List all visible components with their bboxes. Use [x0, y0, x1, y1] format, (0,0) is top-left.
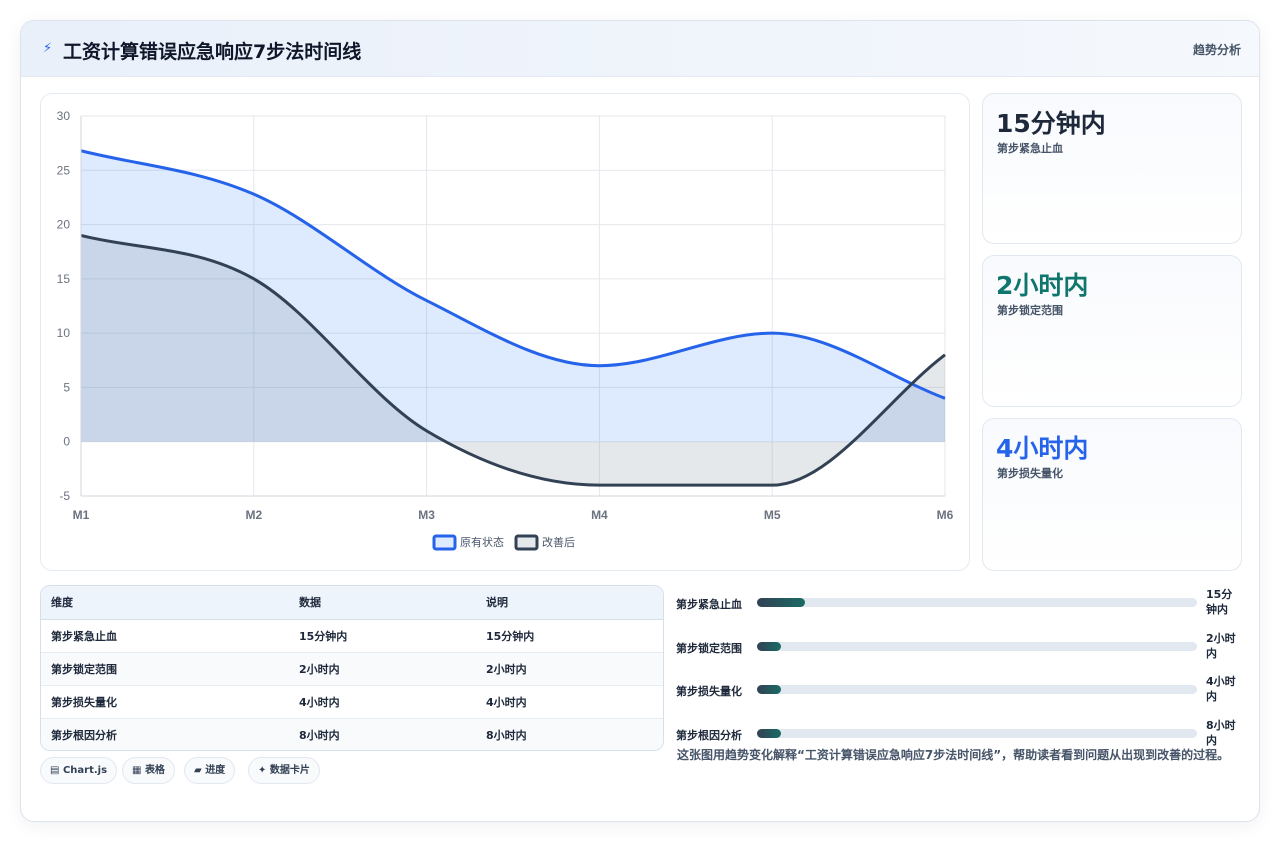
stat-label: 第步锁定范围 [997, 304, 1063, 317]
table-cell: 第步紧急止血 [41, 619, 289, 653]
stat-card-3: 4小时内 第步损失量化 [982, 418, 1242, 571]
progress-label: 第步锁定范围 [676, 642, 742, 655]
progress-value: 8小时内 [1206, 719, 1236, 747]
series-area-2 [81, 235, 945, 486]
stat-card-1: 15分钟内 第步紧急止血 [982, 93, 1242, 244]
progress-fill [757, 642, 782, 651]
table-cell: 4小时内 [289, 685, 476, 719]
pill-cards: ✦ 数据卡片 [248, 757, 320, 784]
pill-chartjs: ▤ Chart.js [40, 757, 118, 784]
legend-swatch-1 [432, 534, 457, 551]
page-title: 工资计算错误应急响应7步法时间线 [63, 41, 362, 63]
stat-card-2: 2小时内 第步锁定范围 [982, 255, 1242, 407]
table-cell: 2小时内 [476, 652, 663, 686]
area-chart: 30 25 20 15 10 5 0 -5M1 M2 M3 M4 M5 M6 原有状态 改善后 [57, 109, 954, 551]
legend-label-2: 改善后 [542, 535, 575, 549]
table-cell: 15分钟内 [476, 619, 663, 653]
header-tag: 趋势分析 [1192, 43, 1241, 57]
x-tick-label: M3 [418, 508, 435, 522]
progress-track [757, 729, 1197, 738]
table-cell: 2小时内 [289, 652, 476, 686]
table-row: 第步锁定范围 2小时内 2小时内 [41, 652, 663, 686]
x-tick-label: M6 [937, 508, 954, 522]
progress-track [757, 685, 1197, 694]
progress-row: 第步根因分析 8小时内 [676, 717, 1246, 751]
progress-fill [757, 729, 782, 738]
pill-label: 数据卡片 [269, 765, 310, 776]
table-row: 第步紧急止血 15分钟内 15分钟内 [41, 619, 663, 653]
table-header-row: 维度 数据 说明 [41, 586, 663, 620]
progress-value: 2小时内 [1206, 632, 1236, 660]
table-cell: 8小时内 [299, 728, 340, 742]
progress-label: 第步根因分析 [676, 729, 742, 742]
progress-fill [757, 598, 806, 607]
y-tick-label: 10 [57, 326, 71, 340]
progress-label: 第步紧急止血 [676, 598, 742, 611]
y-tick-label: -5 [59, 489, 70, 503]
progress-row: 第步锁定范围 2小时内 [676, 630, 1246, 664]
y-tick-label: 20 [57, 218, 71, 232]
progress-row: 第步紧急止血 15分钟内 [676, 586, 1246, 620]
table-cell: 第步损失量化 [41, 685, 289, 719]
lightning-icon: ⚡ [43, 41, 53, 56]
pill-table: ▦ 表格 [122, 757, 175, 784]
stat-value: 4小时内 [996, 434, 1089, 463]
table-cell: 15分钟内 [289, 619, 476, 653]
column-header: 说明 [476, 586, 663, 620]
table-cell: 第步根因分析 [51, 728, 117, 742]
progress-track [757, 642, 1197, 651]
pill-label: 表格 [144, 765, 165, 776]
progress-value: 4小时内 [1206, 675, 1236, 703]
progress-icon: ▰ [194, 765, 202, 776]
y-tick-label: 0 [63, 435, 70, 449]
y-tick-label: 25 [57, 163, 71, 177]
chart-icon: ▤ [50, 765, 60, 776]
x-tick-label: M4 [591, 508, 608, 522]
chart-description: 这张图用趋势变化解释“工资计算错误应急响应7步法时间线”，帮助读者看到问题从出现… [677, 748, 1230, 762]
progress-track [757, 598, 1197, 607]
stat-label: 第步损失量化 [997, 467, 1063, 480]
x-tick-label: M2 [245, 508, 262, 522]
pill-progress: ▰ 进度 [184, 757, 236, 784]
series-line-1 [80, 149, 946, 400]
column-header: 数据 [289, 586, 476, 620]
progress-label: 第步损失量化 [676, 685, 742, 698]
series-area-1 [81, 150, 945, 442]
data-table: 维度 数据 说明 第步紧急止血 15分钟内 15分钟内 第步锁定范围 2小时内 … [40, 585, 664, 751]
x-tick-label: M1 [73, 508, 90, 522]
progress-value: 15分钟内 [1206, 588, 1233, 616]
table-cell: 8小时内 [486, 728, 527, 742]
pill-label: 进度 [205, 765, 226, 776]
column-header: 维度 [41, 586, 289, 620]
progress-row: 第步损失量化 4小时内 [676, 673, 1246, 707]
dashboard-card: ⚡ 工资计算错误应急响应7步法时间线 趋势分析 30 25 20 15 10 5 0 -5 M1… [20, 20, 1260, 822]
table-icon: ▦ [132, 765, 142, 776]
x-tick-label: M5 [764, 508, 781, 522]
chart-panel: 30 25 20 15 10 5 0 -5 M1 M2 M3 M4 M5 M6 原有状态 改善后 [40, 93, 970, 571]
table-cell: 4小时内 [476, 685, 663, 719]
legend-label-1: 原有状态 [460, 535, 504, 549]
sparkle-icon: ✦ [258, 765, 267, 776]
progress-fill [757, 685, 782, 694]
table-row: 第步根因分析 8小时内 8小时内 [41, 718, 663, 750]
y-tick-label: 5 [63, 380, 70, 394]
table-row: 第步损失量化 4小时内 4小时内 [41, 685, 663, 719]
y-tick-label: 30 [57, 109, 71, 123]
y-tick-label: 15 [57, 272, 71, 286]
table-cell: 第步锁定范围 [41, 652, 289, 686]
stat-value: 2小时内 [996, 271, 1089, 300]
stat-label: 第步紧急止血 [997, 142, 1063, 155]
stat-value: 15分钟内 [996, 109, 1106, 138]
legend-swatch-2 [514, 534, 539, 551]
series-line-2 [80, 233, 946, 487]
pill-label: Chart.js [62, 765, 108, 776]
header: ⚡ 工资计算错误应急响应7步法时间线 趋势分析 [21, 21, 1259, 77]
